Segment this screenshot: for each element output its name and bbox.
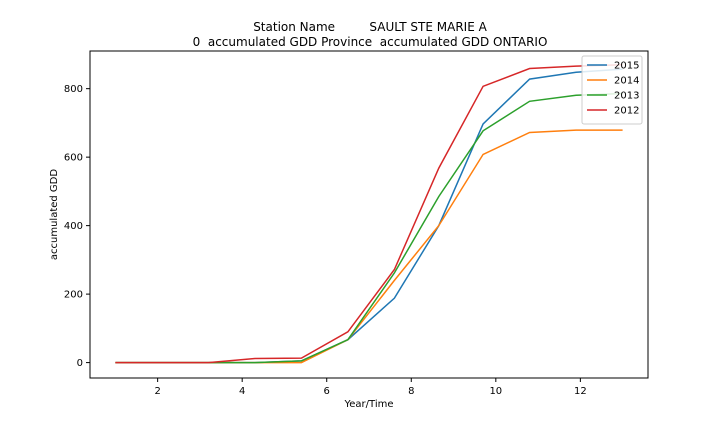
- legend-label-2012: 2012: [614, 106, 639, 117]
- plot-frame: [89, 50, 649, 379]
- y-tick-label: 400: [64, 221, 83, 232]
- x-tick-label: 12: [574, 386, 587, 397]
- x-tick-label: 8: [408, 386, 414, 397]
- series-line-2015: [115, 68, 623, 364]
- legend-box: [581, 55, 643, 125]
- series-line-2014: [115, 129, 623, 364]
- chart-title-line-1: Station Name SAULT STE MARIE A: [253, 20, 487, 34]
- y-axis-label: accumulated GDD: [49, 169, 60, 260]
- legend-label-2014: 2014: [614, 76, 639, 87]
- legend-label-2015: 2015: [614, 61, 639, 72]
- series-line-2012: [115, 63, 623, 364]
- legend: 2015 2014 2013 2012: [581, 55, 643, 125]
- series-line-2013: [115, 92, 623, 364]
- x-tick-label: 6: [324, 386, 330, 397]
- x-axis-label: Year/Time: [343, 399, 393, 410]
- x-tick-label: 2: [154, 386, 160, 397]
- y-axis: 0 200 400 600 800: [64, 84, 90, 369]
- y-tick-label: 800: [64, 84, 83, 95]
- legend-label-2013: 2013: [614, 91, 639, 102]
- y-tick-label: 600: [64, 153, 83, 164]
- x-axis: 2 4 6 8 10 12: [154, 378, 587, 397]
- y-tick-label: 200: [64, 290, 83, 301]
- chart-title-line-2: 0 accumulated GDD Province accumulated G…: [193, 35, 548, 49]
- x-tick-label: 10: [489, 386, 502, 397]
- plot-lines: [115, 63, 623, 364]
- y-tick-label: 0: [77, 358, 83, 369]
- chart-title: Station Name SAULT STE MARIE A 0 accumul…: [193, 20, 548, 49]
- x-tick-label: 4: [239, 386, 245, 397]
